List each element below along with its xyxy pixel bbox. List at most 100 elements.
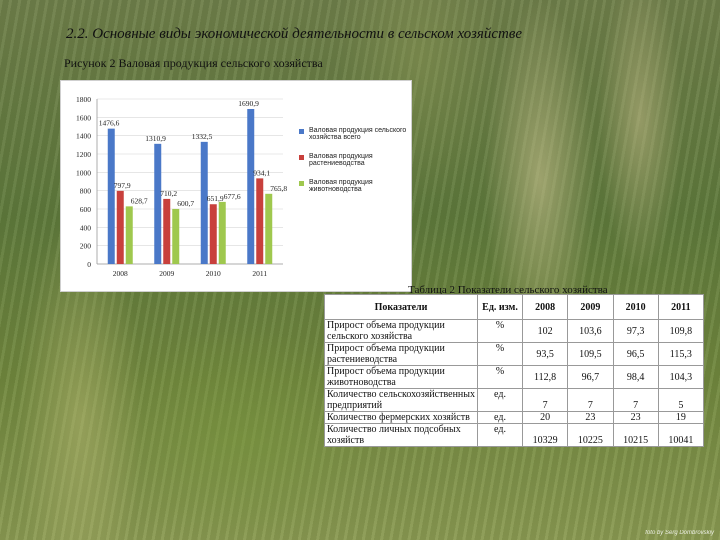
y-tick-label: 200 xyxy=(80,242,92,251)
chart-legend: Валовая продукция сельского хозяйства вс… xyxy=(299,127,409,205)
figure-caption: Рисунок 2 Валовая продукция сельского хо… xyxy=(64,56,323,70)
header-2011: 2011 xyxy=(657,294,705,320)
x-tick-label: 2011 xyxy=(252,269,267,278)
unit-cell: ед. xyxy=(477,411,523,424)
value-cell: 10225 xyxy=(567,423,614,447)
data-label: 765,8 xyxy=(270,184,287,193)
unit-cell: % xyxy=(477,319,523,343)
table-row: Прирост объема продукции растениеводства… xyxy=(324,342,705,366)
unit-cell: % xyxy=(477,342,523,366)
table-row: Прирост объема продукции сельского хозяй… xyxy=(324,319,705,343)
table-caption: Таблица 2 Показатели сельского хозяйства xyxy=(408,284,608,296)
table-row: Количество фермерских хозяйств ед. 20 23 23 1… xyxy=(324,411,705,424)
data-label: 1310,9 xyxy=(145,134,166,143)
header-indicator: Показатели xyxy=(324,294,478,320)
bar xyxy=(116,190,124,264)
value-cell: 97,3 xyxy=(612,319,659,343)
y-tick-label: 1000 xyxy=(76,168,91,177)
legend-item: Валовая продукция растениеводства xyxy=(299,153,409,167)
value-cell: 23 xyxy=(612,411,659,424)
value-cell: 19 xyxy=(657,411,705,424)
header-2008: 2008 xyxy=(521,294,569,320)
gross-output-chart: 0 200 400 600 800 1000 1200 1400 1600 1800 1476,6 7… xyxy=(60,80,412,292)
header-2010: 2010 xyxy=(612,294,659,320)
unit-cell: ед. xyxy=(477,388,523,412)
indicator-cell: Прирост объема продукции животноводства xyxy=(324,365,478,389)
value-cell: 7 xyxy=(612,388,659,412)
table-header-row: Показатели Ед. изм. 2008 2009 2010 2011 xyxy=(324,294,705,320)
indicator-cell: Количество личных подсобных хозяйств xyxy=(324,423,478,447)
value-cell: 7 xyxy=(521,388,569,412)
y-tick-label: 600 xyxy=(80,205,92,214)
y-tick-label: 1400 xyxy=(76,132,91,141)
bar xyxy=(209,204,217,264)
y-tick-label: 1800 xyxy=(76,95,91,104)
data-label: 1332,5 xyxy=(192,132,213,141)
y-tick-label: 1200 xyxy=(76,150,91,159)
value-cell: 10215 xyxy=(612,423,659,447)
value-cell: 103,6 xyxy=(567,319,614,343)
bar xyxy=(256,178,264,264)
data-label: 710,2 xyxy=(160,189,177,198)
value-cell: 96,7 xyxy=(567,365,614,389)
value-cell: 93,5 xyxy=(521,342,569,366)
bar xyxy=(172,208,180,264)
indicator-cell: Количество сельскохозяйственных предприя… xyxy=(324,388,478,412)
data-label: 1690,9 xyxy=(238,99,259,108)
bar xyxy=(125,206,133,264)
x-tick-label: 2010 xyxy=(206,269,221,278)
legend-label: Валовая продукция растениеводства xyxy=(309,153,373,167)
header-unit: Ед. изм. xyxy=(477,294,523,320)
header-2009: 2009 xyxy=(567,294,614,320)
value-cell: 10329 xyxy=(521,423,569,447)
y-tick-label: 400 xyxy=(80,223,92,232)
value-cell: 104,3 xyxy=(657,365,705,389)
data-label: 677,6 xyxy=(224,192,241,201)
value-cell: 5 xyxy=(657,388,705,412)
y-tick-label: 0 xyxy=(87,260,91,269)
legend-swatch xyxy=(299,129,304,134)
value-cell: 7 xyxy=(567,388,614,412)
bar xyxy=(163,198,171,264)
indicator-cell: Прирост объема продукции сельского хозяй… xyxy=(324,319,478,343)
value-cell: 20 xyxy=(521,411,569,424)
bar xyxy=(107,128,115,264)
table-row: Прирост объема продукции животноводства%… xyxy=(324,365,705,389)
unit-cell: % xyxy=(477,365,523,389)
value-cell: 102 xyxy=(521,319,569,343)
indicator-cell: Количество фермерских хозяйств xyxy=(324,411,478,424)
data-label: 628,7 xyxy=(131,196,148,205)
unit-cell: ед. xyxy=(477,423,523,447)
value-cell: 109,5 xyxy=(567,342,614,366)
value-cell: 10041 xyxy=(657,423,705,447)
legend-label: Валовая продукция животноводства xyxy=(309,179,373,193)
table-row: Количество сельскохозяйственных предприя… xyxy=(324,388,705,412)
y-tick-label: 800 xyxy=(80,187,92,196)
bar xyxy=(154,143,162,264)
value-cell: 96,5 xyxy=(612,342,659,366)
table-row: Количество личных подсобных хозяйств ед. 1… xyxy=(324,423,705,447)
data-label: 934,1 xyxy=(253,168,270,177)
value-cell: 98,4 xyxy=(612,365,659,389)
bar xyxy=(247,109,255,265)
bar xyxy=(200,141,208,264)
legend-item: Валовая продукция сельского хозяйства вс… xyxy=(299,127,409,141)
value-cell: 23 xyxy=(567,411,614,424)
legend-swatch xyxy=(299,155,304,160)
data-label: 651,9 xyxy=(207,194,224,203)
photo-credit: foto by Serg Dombrovskiy xyxy=(645,530,714,536)
x-tick-label: 2009 xyxy=(159,269,174,278)
data-label: 797,9 xyxy=(114,181,131,190)
bar xyxy=(218,201,226,264)
y-tick-label: 1600 xyxy=(76,113,91,122)
x-tick-label: 2008 xyxy=(113,269,128,278)
chart-svg: 0 200 400 600 800 1000 1200 1400 1600 1800 1476,6 7… xyxy=(76,95,287,278)
legend-swatch xyxy=(299,181,304,186)
data-label: 1476,6 xyxy=(99,119,120,128)
value-cell: 109,8 xyxy=(657,319,705,343)
data-label: 600,7 xyxy=(177,199,194,208)
indicator-cell: Прирост объема продукции растениеводства xyxy=(324,342,478,366)
legend-label: Валовая продукция сельского хозяйства вс… xyxy=(309,127,407,141)
value-cell: 112,8 xyxy=(521,365,569,389)
agriculture-indicators-table: Показатели Ед. изм. 2008 2009 2010 2011 … xyxy=(324,294,705,447)
